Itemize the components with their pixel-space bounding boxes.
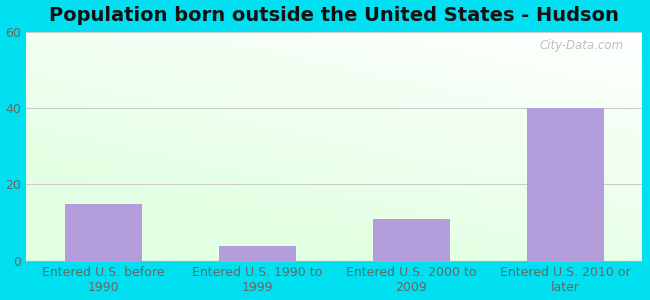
Bar — [526, 108, 604, 261]
Bar — [219, 246, 296, 261]
Bar — [65, 204, 142, 261]
Title: Population born outside the United States - Hudson: Population born outside the United State… — [49, 6, 619, 25]
Text: City-Data.com: City-Data.com — [540, 38, 623, 52]
Bar — [372, 219, 450, 261]
